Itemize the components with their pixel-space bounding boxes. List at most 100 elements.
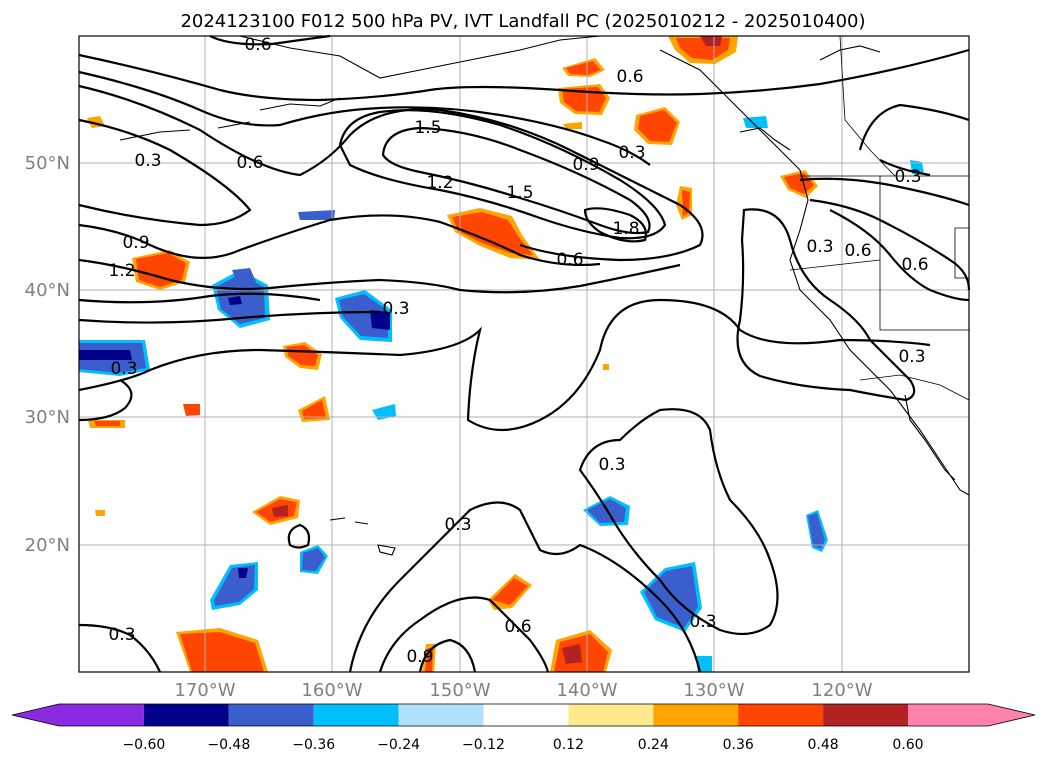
colorbar-extend-low <box>12 704 59 726</box>
contour-line <box>287 523 311 549</box>
canada-coast <box>659 49 970 496</box>
baja-coast <box>904 394 956 481</box>
contour-line <box>78 214 601 267</box>
map-panel: 0.6 0.6 1.5 0.3 0.6 1.2 0.9 0.3 1.5 1.8 … <box>78 34 971 673</box>
negative-anomaly-blob <box>335 290 392 342</box>
lon-label: 120°W <box>811 680 872 701</box>
contour-line <box>78 623 162 673</box>
lon-label: 170°W <box>174 680 235 701</box>
map-title: 2024123100 F012 500 hPa PV, IVT Landfall… <box>180 11 865 32</box>
contour-label: 1.5 <box>414 118 441 138</box>
colorbar-segment <box>653 704 739 726</box>
contour-line <box>78 48 970 102</box>
lat-label: 40°N <box>25 280 70 301</box>
colorbar-segment <box>738 704 824 726</box>
colorbar-tick-label: −0.24 <box>377 737 420 753</box>
contour-line <box>78 379 133 422</box>
contour-label: 0.3 <box>806 237 833 257</box>
contour-label: 0.6 <box>616 67 643 87</box>
colorbar-tick-label: 0.48 <box>808 737 839 753</box>
contour-line <box>578 408 779 636</box>
contour-line <box>879 159 931 177</box>
contour-label: 0.3 <box>618 143 645 163</box>
contour-line <box>381 126 651 235</box>
contour-label: 0.3 <box>689 612 716 632</box>
colorbar-extend-high <box>988 704 1035 726</box>
contour-label: 0.3 <box>444 515 471 535</box>
contour-line <box>78 298 931 431</box>
contour-line <box>809 198 971 291</box>
colorbar-tick-label: 0.12 <box>553 737 584 753</box>
contour-label: 0.6 <box>504 617 531 637</box>
positive-anomaly-blob <box>422 630 612 672</box>
colorbar-segment <box>568 704 654 726</box>
negative-anomaly-blob <box>79 340 150 376</box>
longitude-labels: 170°W 160°W 150°W 140°W 130°W 120°W <box>174 680 872 701</box>
contour-label: 0.9 <box>122 233 149 253</box>
contour-labels: 0.6 0.6 1.5 0.3 0.6 1.2 0.9 0.3 1.5 1.8 … <box>108 35 928 667</box>
negative-anomaly-blob <box>300 545 328 574</box>
colorbar-tick-label: 0.60 <box>892 737 923 753</box>
positive-anomaly-blob <box>252 496 300 525</box>
colorbar-segment <box>398 704 484 726</box>
colorbar-tick-label: 0.36 <box>723 737 754 753</box>
positive-anomaly-blob <box>132 250 190 290</box>
contour-line <box>799 177 970 207</box>
contour-label: 0.3 <box>898 347 925 367</box>
colorbar-segment <box>228 704 314 726</box>
lon-label: 130°W <box>683 680 744 701</box>
contour-line <box>78 258 681 294</box>
negative-anomaly-blob <box>212 270 270 328</box>
lon-label: 150°W <box>429 680 490 701</box>
positive-anomaly-blob <box>668 36 738 64</box>
contour-line <box>78 118 252 227</box>
colorbar-tick-label: −0.48 <box>207 737 250 753</box>
contour-line <box>338 109 667 240</box>
contour-line <box>418 638 477 673</box>
contour-label: 0.6 <box>844 241 871 261</box>
colorbar: −0.60 −0.48 −0.36 −0.24 −0.12 0.12 0.24 … <box>11 703 1036 753</box>
colorbar-segment <box>143 704 229 726</box>
colorbar-tick-label: −0.36 <box>292 737 335 753</box>
contour-line <box>209 34 331 46</box>
negative-anomaly-blob <box>640 562 702 632</box>
contour-line <box>858 103 970 151</box>
contour-line <box>78 292 321 304</box>
contour-label: 1.8 <box>612 219 639 239</box>
contour-label: 0.3 <box>134 151 161 171</box>
lat-label: 50°N <box>25 153 70 174</box>
colorbar-tick-label: −0.12 <box>462 737 505 753</box>
colorbar-tick-label: 0.24 <box>638 737 669 753</box>
negative-anomaly-blob <box>210 562 258 610</box>
colorbar-outline <box>11 703 1036 727</box>
coastlines <box>119 35 970 556</box>
positive-anomaly-blob <box>176 628 268 672</box>
contour-label: 1.2 <box>108 261 135 281</box>
contour-label: 0.6 <box>556 250 583 270</box>
alaska-coast <box>239 35 601 79</box>
positive-anomaly-blob <box>634 107 680 145</box>
contour-line <box>378 596 550 673</box>
contour-label: 0.3 <box>110 359 137 379</box>
contour-line <box>78 84 704 262</box>
lon-label: 160°W <box>301 680 362 701</box>
contour-line <box>736 208 916 402</box>
map-background <box>79 36 969 672</box>
positive-anomaly-blob <box>447 208 540 260</box>
colorbar-segment <box>823 704 908 726</box>
contour-line <box>78 310 381 324</box>
contour-line <box>78 70 651 166</box>
latitude-labels: 50°N 40°N 30°N 20°N <box>25 153 70 556</box>
contour-label: 0.6 <box>901 255 928 275</box>
positive-anomaly-blob <box>780 170 818 198</box>
contour-label: 0.6 <box>236 153 263 173</box>
lon-label: 140°W <box>556 680 617 701</box>
contour-label: 0.9 <box>572 155 599 175</box>
map-frame <box>78 35 970 673</box>
lat-label: 20°N <box>25 535 70 556</box>
contour-label: 0.3 <box>108 625 135 645</box>
lat-label: 30°N <box>25 407 70 428</box>
contour-label: 0.3 <box>382 299 409 319</box>
contour-line <box>583 207 648 243</box>
